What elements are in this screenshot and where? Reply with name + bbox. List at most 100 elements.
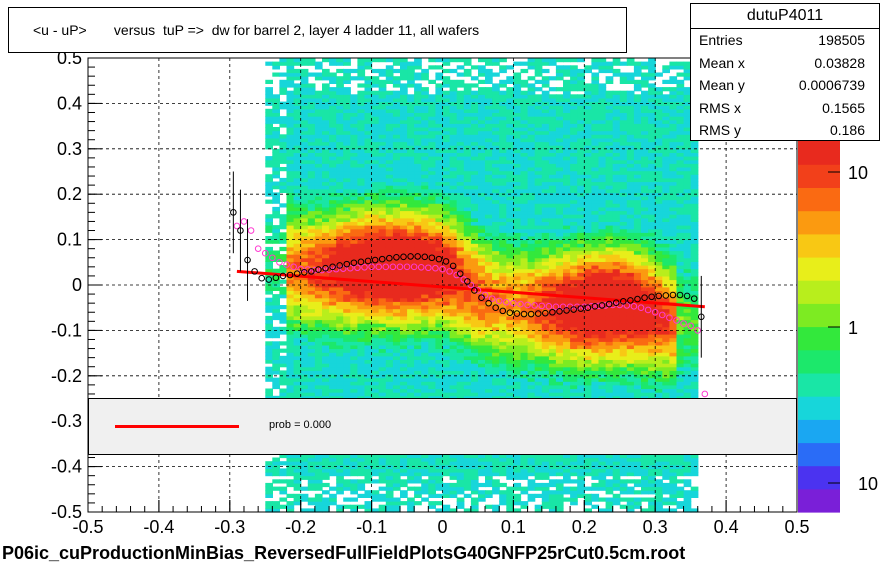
heatmap-bin bbox=[506, 87, 514, 92]
heatmap-bin bbox=[548, 370, 557, 375]
heatmap-bin bbox=[322, 334, 330, 339]
heatmap-bin bbox=[272, 65, 280, 70]
heatmap-bin bbox=[307, 366, 316, 371]
heatmap-bin bbox=[534, 217, 543, 222]
heatmap-bin bbox=[506, 217, 514, 222]
heatmap-bin bbox=[478, 112, 486, 117]
heatmap-bin bbox=[400, 330, 408, 335]
heatmap-bin bbox=[350, 301, 358, 306]
heatmap-bin bbox=[421, 232, 429, 237]
heatmap-bin bbox=[534, 72, 543, 77]
heatmap-bin bbox=[499, 243, 507, 248]
heatmap-bin bbox=[392, 119, 401, 124]
heatmap-bin bbox=[286, 65, 295, 70]
heatmap-bin bbox=[357, 152, 366, 157]
heatmap-bin bbox=[520, 83, 529, 88]
heatmap-bin bbox=[548, 206, 557, 212]
heatmap-bin bbox=[364, 457, 373, 462]
heatmap-bin bbox=[378, 98, 387, 103]
heatmap-bin bbox=[314, 370, 323, 375]
heatmap-bin bbox=[506, 508, 514, 513]
heatmap-bin bbox=[513, 83, 522, 88]
heatmap-bin bbox=[478, 225, 486, 230]
heatmap-bin bbox=[300, 163, 309, 168]
heatmap-bin bbox=[555, 130, 564, 135]
heatmap-bin bbox=[527, 177, 536, 183]
heatmap-bin bbox=[527, 272, 536, 277]
heatmap-bin bbox=[485, 337, 493, 342]
heatmap-bin bbox=[563, 116, 571, 121]
heatmap-bin bbox=[555, 348, 564, 353]
heatmap-bin bbox=[492, 392, 500, 397]
heatmap-bin bbox=[463, 232, 472, 237]
heatmap-bin bbox=[463, 156, 472, 161]
heatmap-bin bbox=[293, 152, 302, 157]
heatmap-bin bbox=[400, 355, 408, 360]
heatmap-bin bbox=[456, 148, 465, 153]
heatmap-bin bbox=[513, 79, 522, 84]
heatmap-bin bbox=[548, 119, 557, 124]
heatmap-bin bbox=[492, 145, 500, 150]
heatmap-bin bbox=[322, 501, 330, 506]
heatmap-bin bbox=[548, 141, 557, 146]
heatmap-bin bbox=[414, 261, 422, 266]
heatmap-bin bbox=[534, 461, 543, 466]
heatmap-bin bbox=[336, 246, 344, 252]
heatmap-bin bbox=[499, 265, 507, 270]
heatmap-bin bbox=[329, 174, 337, 179]
heatmap-bin bbox=[272, 228, 280, 233]
heatmap-bin bbox=[463, 392, 472, 397]
heatmap-bin bbox=[336, 250, 344, 255]
heatmap-bin bbox=[563, 83, 571, 88]
heatmap-bin bbox=[314, 501, 323, 506]
heatmap-bin bbox=[314, 257, 323, 262]
heatmap-bin bbox=[520, 261, 529, 266]
heatmap-bin bbox=[329, 61, 337, 66]
heatmap-bin bbox=[371, 137, 380, 143]
heatmap-bin bbox=[478, 374, 486, 379]
heatmap-bin bbox=[555, 254, 564, 259]
heatmap-bin bbox=[520, 326, 529, 331]
heatmap-bin bbox=[314, 479, 323, 484]
heatmap-bin bbox=[555, 148, 564, 153]
heatmap-bin bbox=[279, 479, 288, 484]
heatmap-bin bbox=[463, 319, 472, 324]
heatmap-bin bbox=[314, 239, 323, 244]
heatmap-bin bbox=[329, 315, 337, 321]
heatmap-bin bbox=[563, 461, 571, 466]
heatmap-bin bbox=[548, 457, 557, 462]
heatmap-bin bbox=[421, 348, 429, 353]
heatmap-bin bbox=[400, 108, 408, 113]
heatmap-bin bbox=[300, 279, 309, 284]
heatmap-bin bbox=[371, 130, 380, 135]
heatmap-bin bbox=[314, 504, 323, 509]
heatmap-bin bbox=[485, 330, 493, 335]
heatmap-bin bbox=[400, 297, 408, 302]
heatmap-bin bbox=[548, 279, 557, 284]
heatmap-bin bbox=[329, 308, 337, 313]
heatmap-bin bbox=[272, 352, 280, 357]
heatmap-bin bbox=[555, 196, 564, 201]
heatmap-bin bbox=[541, 261, 550, 266]
heatmap-bin bbox=[343, 76, 351, 81]
heatmap-bin bbox=[272, 355, 280, 360]
heatmap-bin bbox=[541, 112, 550, 117]
heatmap-bin bbox=[463, 221, 472, 226]
heatmap-bin bbox=[392, 366, 401, 371]
heatmap-bin bbox=[534, 145, 543, 150]
heatmap-bin bbox=[329, 472, 337, 477]
heatmap-bin bbox=[414, 352, 422, 357]
heatmap-bin bbox=[392, 453, 401, 459]
heatmap-bin bbox=[499, 330, 507, 335]
heatmap-bin bbox=[314, 199, 323, 204]
heatmap-bin bbox=[322, 352, 330, 357]
heatmap-bin bbox=[449, 392, 458, 397]
heatmap-bin bbox=[563, 199, 571, 204]
heatmap-bin bbox=[442, 225, 451, 230]
heatmap-bin bbox=[371, 290, 380, 295]
heatmap-bin bbox=[534, 159, 543, 164]
heatmap-bin bbox=[499, 348, 507, 353]
heatmap-bin bbox=[300, 319, 309, 324]
heatmap-bin bbox=[463, 145, 472, 150]
heatmap-bin bbox=[548, 156, 557, 161]
